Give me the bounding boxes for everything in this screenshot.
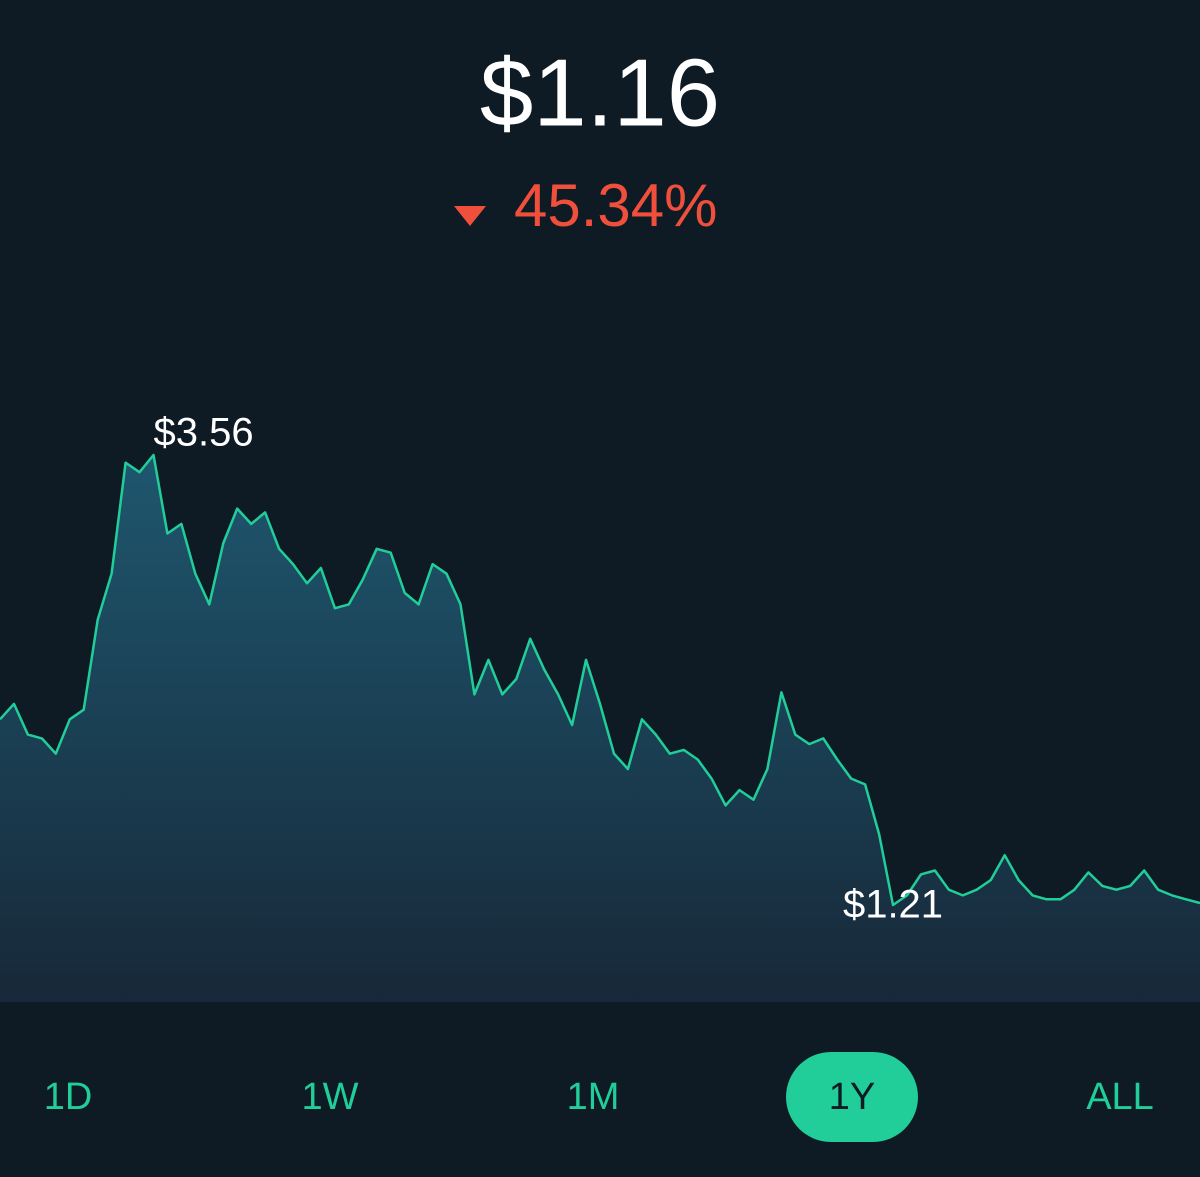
range-selector: 1D 1W 1M 1Y ALL — [44, 1052, 1154, 1142]
chart: $3.56 $1.21 — [0, 411, 1200, 1002]
price-line — [0, 453, 1200, 907]
area-fill — [0, 455, 1200, 1002]
range-button[interactable]: 1D — [44, 1076, 93, 1118]
high-label: $3.56 — [153, 411, 253, 455]
range-button[interactable]: ALL — [1086, 1076, 1154, 1118]
change-percent: 45.34% — [514, 172, 718, 239]
range-selected-pill — [786, 1052, 918, 1142]
change: 45.34% — [454, 172, 718, 239]
range-button[interactable]: 1W — [302, 1076, 359, 1118]
range-button[interactable]: 1M — [567, 1076, 620, 1118]
range-button[interactable]: 1Y — [829, 1076, 875, 1118]
low-label: $1.21 — [843, 883, 943, 927]
price: $1.16 — [480, 39, 720, 146]
down-arrow — [454, 206, 486, 226]
